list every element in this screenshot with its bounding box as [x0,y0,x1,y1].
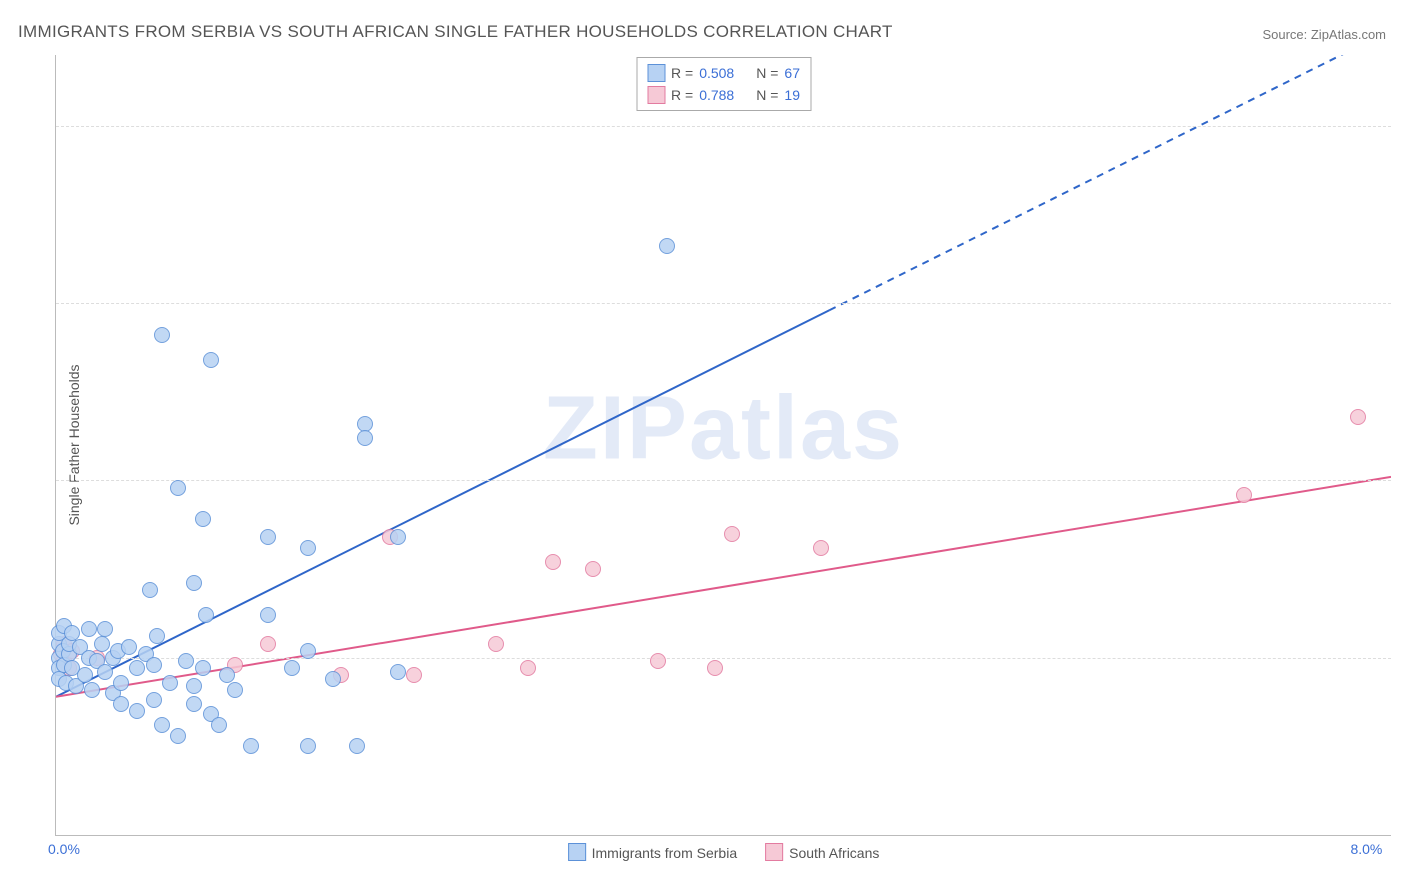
scatter-point [488,636,504,652]
scatter-point [390,529,406,545]
scatter-point [357,430,373,446]
scatter-point [97,664,113,680]
gridline-h [56,480,1391,481]
r-label: R = [671,62,693,84]
x-tick-label: 0.0% [48,841,80,857]
scatter-point [113,696,129,712]
scatter-point [154,327,170,343]
trend-line [829,55,1391,310]
y-axis-label: Single Father Households [66,364,82,525]
scatter-point [170,728,186,744]
scatter-point [170,480,186,496]
scatter-point [203,352,219,368]
scatter-point [186,678,202,694]
gridline-h [56,658,1391,659]
y-tick-label: 7.5% [1396,295,1406,311]
scatter-point [260,529,276,545]
n-value: 67 [784,62,800,84]
scatter-point [94,636,110,652]
r-label: R = [671,84,693,106]
x-tick-label: 8.0% [1350,841,1382,857]
scatter-point [178,653,194,669]
scatter-point [129,703,145,719]
n-label: N = [756,84,778,106]
scatter-point [1236,487,1252,503]
watermark: ZIPatlas [543,378,904,481]
scatter-point [813,540,829,556]
legend-item: South Africans [765,843,879,861]
scatter-point [227,682,243,698]
scatter-point [724,526,740,542]
scatter-point [154,717,170,733]
legend-item: Immigrants from Serbia [568,843,737,861]
scatter-point [325,671,341,687]
scatter-point [129,660,145,676]
scatter-point [650,653,666,669]
legend-swatch-icon [647,86,665,104]
legend-swatch-icon [568,843,586,861]
legend-label: South Africans [789,845,879,861]
legend-bottom: Immigrants from Serbia South Africans [568,843,880,861]
scatter-point [1350,409,1366,425]
legend-stats-box: R = 0.508 N = 67 R = 0.788 N = 19 [636,57,811,111]
scatter-point [260,636,276,652]
scatter-point [84,682,100,698]
scatter-point [149,628,165,644]
scatter-point [707,660,723,676]
scatter-point [300,738,316,754]
scatter-point [300,540,316,556]
scatter-point [142,582,158,598]
scatter-point [198,607,214,623]
scatter-point [349,738,365,754]
r-value: 0.788 [699,84,734,106]
scatter-point [195,660,211,676]
legend-stats-row: R = 0.508 N = 67 [647,62,800,84]
scatter-point [243,738,259,754]
legend-swatch-icon [647,64,665,82]
scatter-point [260,607,276,623]
gridline-h [56,126,1391,127]
plot-area: Single Father Households ZIPatlas R = 0.… [55,55,1391,836]
scatter-point [545,554,561,570]
source-label: Source: ZipAtlas.com [1262,27,1386,42]
scatter-point [121,639,137,655]
gridline-h [56,303,1391,304]
scatter-point [284,660,300,676]
watermark-bold: ZIP [543,379,689,479]
scatter-point [300,643,316,659]
legend-stats-row: R = 0.788 N = 19 [647,84,800,106]
y-tick-label: 5.0% [1396,472,1406,488]
scatter-point [97,621,113,637]
trend-line [56,477,1391,697]
scatter-point [390,664,406,680]
scatter-point [113,675,129,691]
trend-line [56,310,829,696]
legend-label: Immigrants from Serbia [592,845,737,861]
scatter-point [585,561,601,577]
scatter-point [406,667,422,683]
n-value: 19 [784,84,800,106]
scatter-point [81,621,97,637]
watermark-rest: atlas [689,379,904,479]
scatter-point [146,692,162,708]
trend-lines-layer [56,55,1391,835]
n-label: N = [756,62,778,84]
r-value: 0.508 [699,62,734,84]
y-tick-label: 10.0% [1396,118,1406,134]
scatter-point [195,511,211,527]
scatter-point [162,675,178,691]
y-tick-label: 2.5% [1396,650,1406,666]
scatter-point [211,717,227,733]
legend-swatch-icon [765,843,783,861]
chart-title: IMMIGRANTS FROM SERBIA VS SOUTH AFRICAN … [18,22,893,42]
scatter-point [146,657,162,673]
scatter-point [186,696,202,712]
scatter-point [186,575,202,591]
scatter-point [659,238,675,254]
scatter-point [520,660,536,676]
